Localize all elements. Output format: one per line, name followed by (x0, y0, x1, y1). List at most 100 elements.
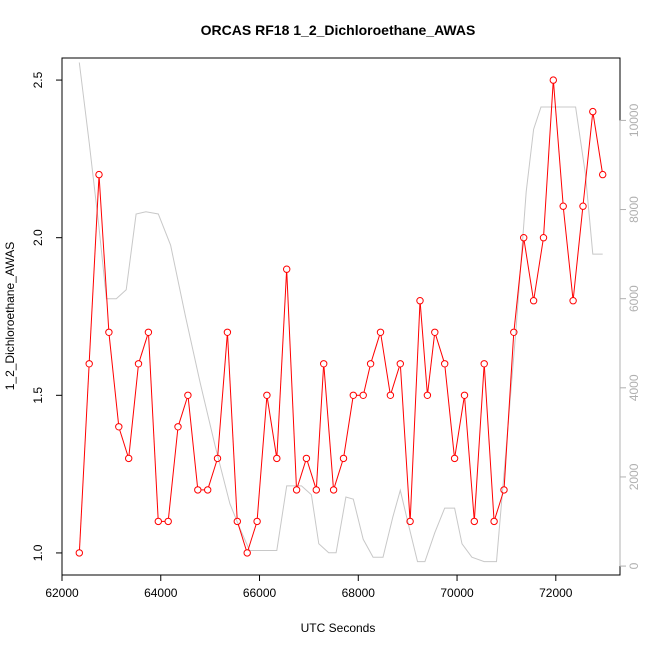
series-segment (79, 366, 90, 550)
series-segment (128, 366, 139, 456)
data-point (366, 360, 375, 368)
data-point (376, 328, 385, 336)
y-tick-label: 2.0 (31, 229, 45, 246)
series-segment (419, 303, 428, 393)
data-point (579, 202, 587, 210)
series-segment (148, 335, 159, 519)
data-point (144, 328, 153, 336)
data-point (406, 517, 414, 526)
data-point (223, 328, 232, 336)
data-point (320, 360, 328, 368)
data-point (569, 297, 577, 305)
series-segment (464, 398, 475, 519)
data-point (559, 202, 567, 210)
series-segment (533, 240, 544, 298)
data-point (480, 360, 488, 368)
chart-title: ORCAS RF18 1_2_Dichloroethane_AWAS (201, 22, 476, 38)
data-point (184, 391, 192, 399)
series-segment (237, 524, 247, 551)
data-point (312, 486, 320, 494)
series-segment (543, 83, 554, 235)
data-point (95, 170, 103, 179)
data-point (441, 360, 449, 368)
altitude-series (78, 62, 603, 563)
data-point (460, 391, 469, 399)
series-segment (323, 366, 334, 487)
series-segment (582, 114, 593, 204)
series-segment (503, 335, 515, 487)
series-segment (334, 461, 343, 487)
series-segment (108, 335, 119, 424)
series-segment (553, 83, 564, 204)
data-point (115, 423, 123, 431)
data-point (396, 360, 404, 368)
plot-frame (61, 57, 621, 576)
series-segment (208, 461, 218, 487)
data-point (243, 549, 251, 557)
series-segment (563, 209, 574, 298)
series-segment (168, 429, 179, 519)
data-point (510, 328, 518, 336)
series-segment (444, 366, 455, 456)
series-segment (483, 366, 495, 519)
y2-tick-label: 0 (627, 562, 641, 569)
y2-axis: 0 2000 4000 6000 8000 10000 (619, 103, 641, 569)
data-point (85, 360, 93, 368)
series-segment (474, 366, 485, 519)
data-point (529, 297, 538, 305)
series-segment (286, 272, 297, 487)
series-segment (256, 398, 268, 519)
data-point (253, 517, 261, 526)
y2-tick-label: 4000 (627, 374, 641, 401)
data-point (589, 107, 597, 116)
series-segment (247, 524, 257, 551)
x-tick-label: 64000 (144, 586, 178, 600)
series-segment (427, 335, 435, 393)
data-point (154, 517, 163, 526)
data-point (292, 486, 301, 494)
data-point (204, 486, 212, 494)
data-point (520, 234, 528, 242)
data-point (549, 76, 557, 84)
data-point (450, 454, 459, 463)
data-point (174, 423, 182, 431)
data-point (134, 360, 143, 368)
data-point (194, 486, 202, 494)
series-segment (343, 398, 354, 456)
data-point (599, 170, 607, 179)
data-point (105, 328, 113, 336)
y2-tick-label: 2000 (627, 463, 641, 490)
series-segment (276, 272, 287, 456)
x-tick-label: 66000 (243, 586, 277, 600)
x-axis: 62000 64000 66000 68000 70000 72000 (45, 574, 573, 600)
y-axis-label: 1_2_Dichloroethane_AWAS (3, 242, 17, 391)
data-point (75, 549, 84, 557)
series-segment (380, 335, 391, 393)
data-point (500, 486, 508, 494)
x-tick-label: 62000 (45, 586, 79, 600)
data-point (164, 517, 172, 526)
x-tick-label: 72000 (539, 586, 573, 600)
series-segment (217, 335, 228, 456)
series-segment (316, 366, 324, 487)
series-segment (178, 398, 188, 424)
data-point (386, 391, 395, 399)
series-segment (523, 240, 534, 298)
data-point (349, 391, 357, 399)
series-segment (227, 335, 238, 519)
series-segment (306, 461, 316, 487)
series-segment (98, 177, 110, 330)
series-segment (592, 114, 603, 172)
x-axis-label: UTC Seconds (301, 621, 376, 635)
data-point (273, 454, 281, 463)
series-segment (400, 366, 411, 519)
y2-tick-label: 10000 (627, 103, 641, 137)
series-segment (187, 398, 198, 487)
series-segment (266, 398, 277, 456)
data-point (125, 454, 133, 463)
series-segment (572, 209, 584, 298)
data-point (302, 454, 311, 463)
data-point (490, 517, 498, 526)
data-point (339, 454, 348, 463)
y-axis: 1.0 1.5 2.0 2.5 (31, 71, 63, 561)
